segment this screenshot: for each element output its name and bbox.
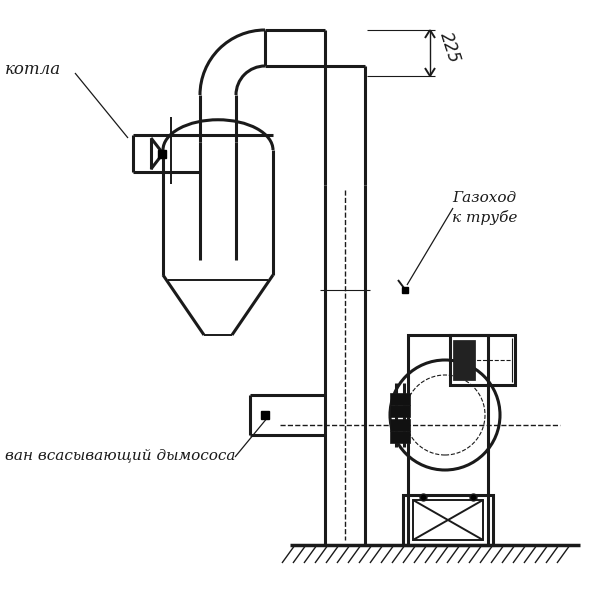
Text: к трубе: к трубе	[452, 210, 517, 225]
Bar	[453, 340, 475, 380]
Bar	[390, 393, 410, 405]
Text: ван всасывающий дымососа: ван всасывающий дымососа	[5, 448, 235, 462]
Bar	[390, 431, 410, 443]
Bar	[403, 495, 493, 545]
Text: 225: 225	[437, 30, 463, 66]
Bar	[390, 419, 410, 431]
Bar	[413, 500, 483, 540]
Bar	[408, 335, 488, 545]
Text: котла: котла	[5, 61, 61, 79]
Bar	[450, 335, 515, 385]
Text: Газоход: Газоход	[452, 191, 516, 205]
Bar	[390, 405, 410, 417]
